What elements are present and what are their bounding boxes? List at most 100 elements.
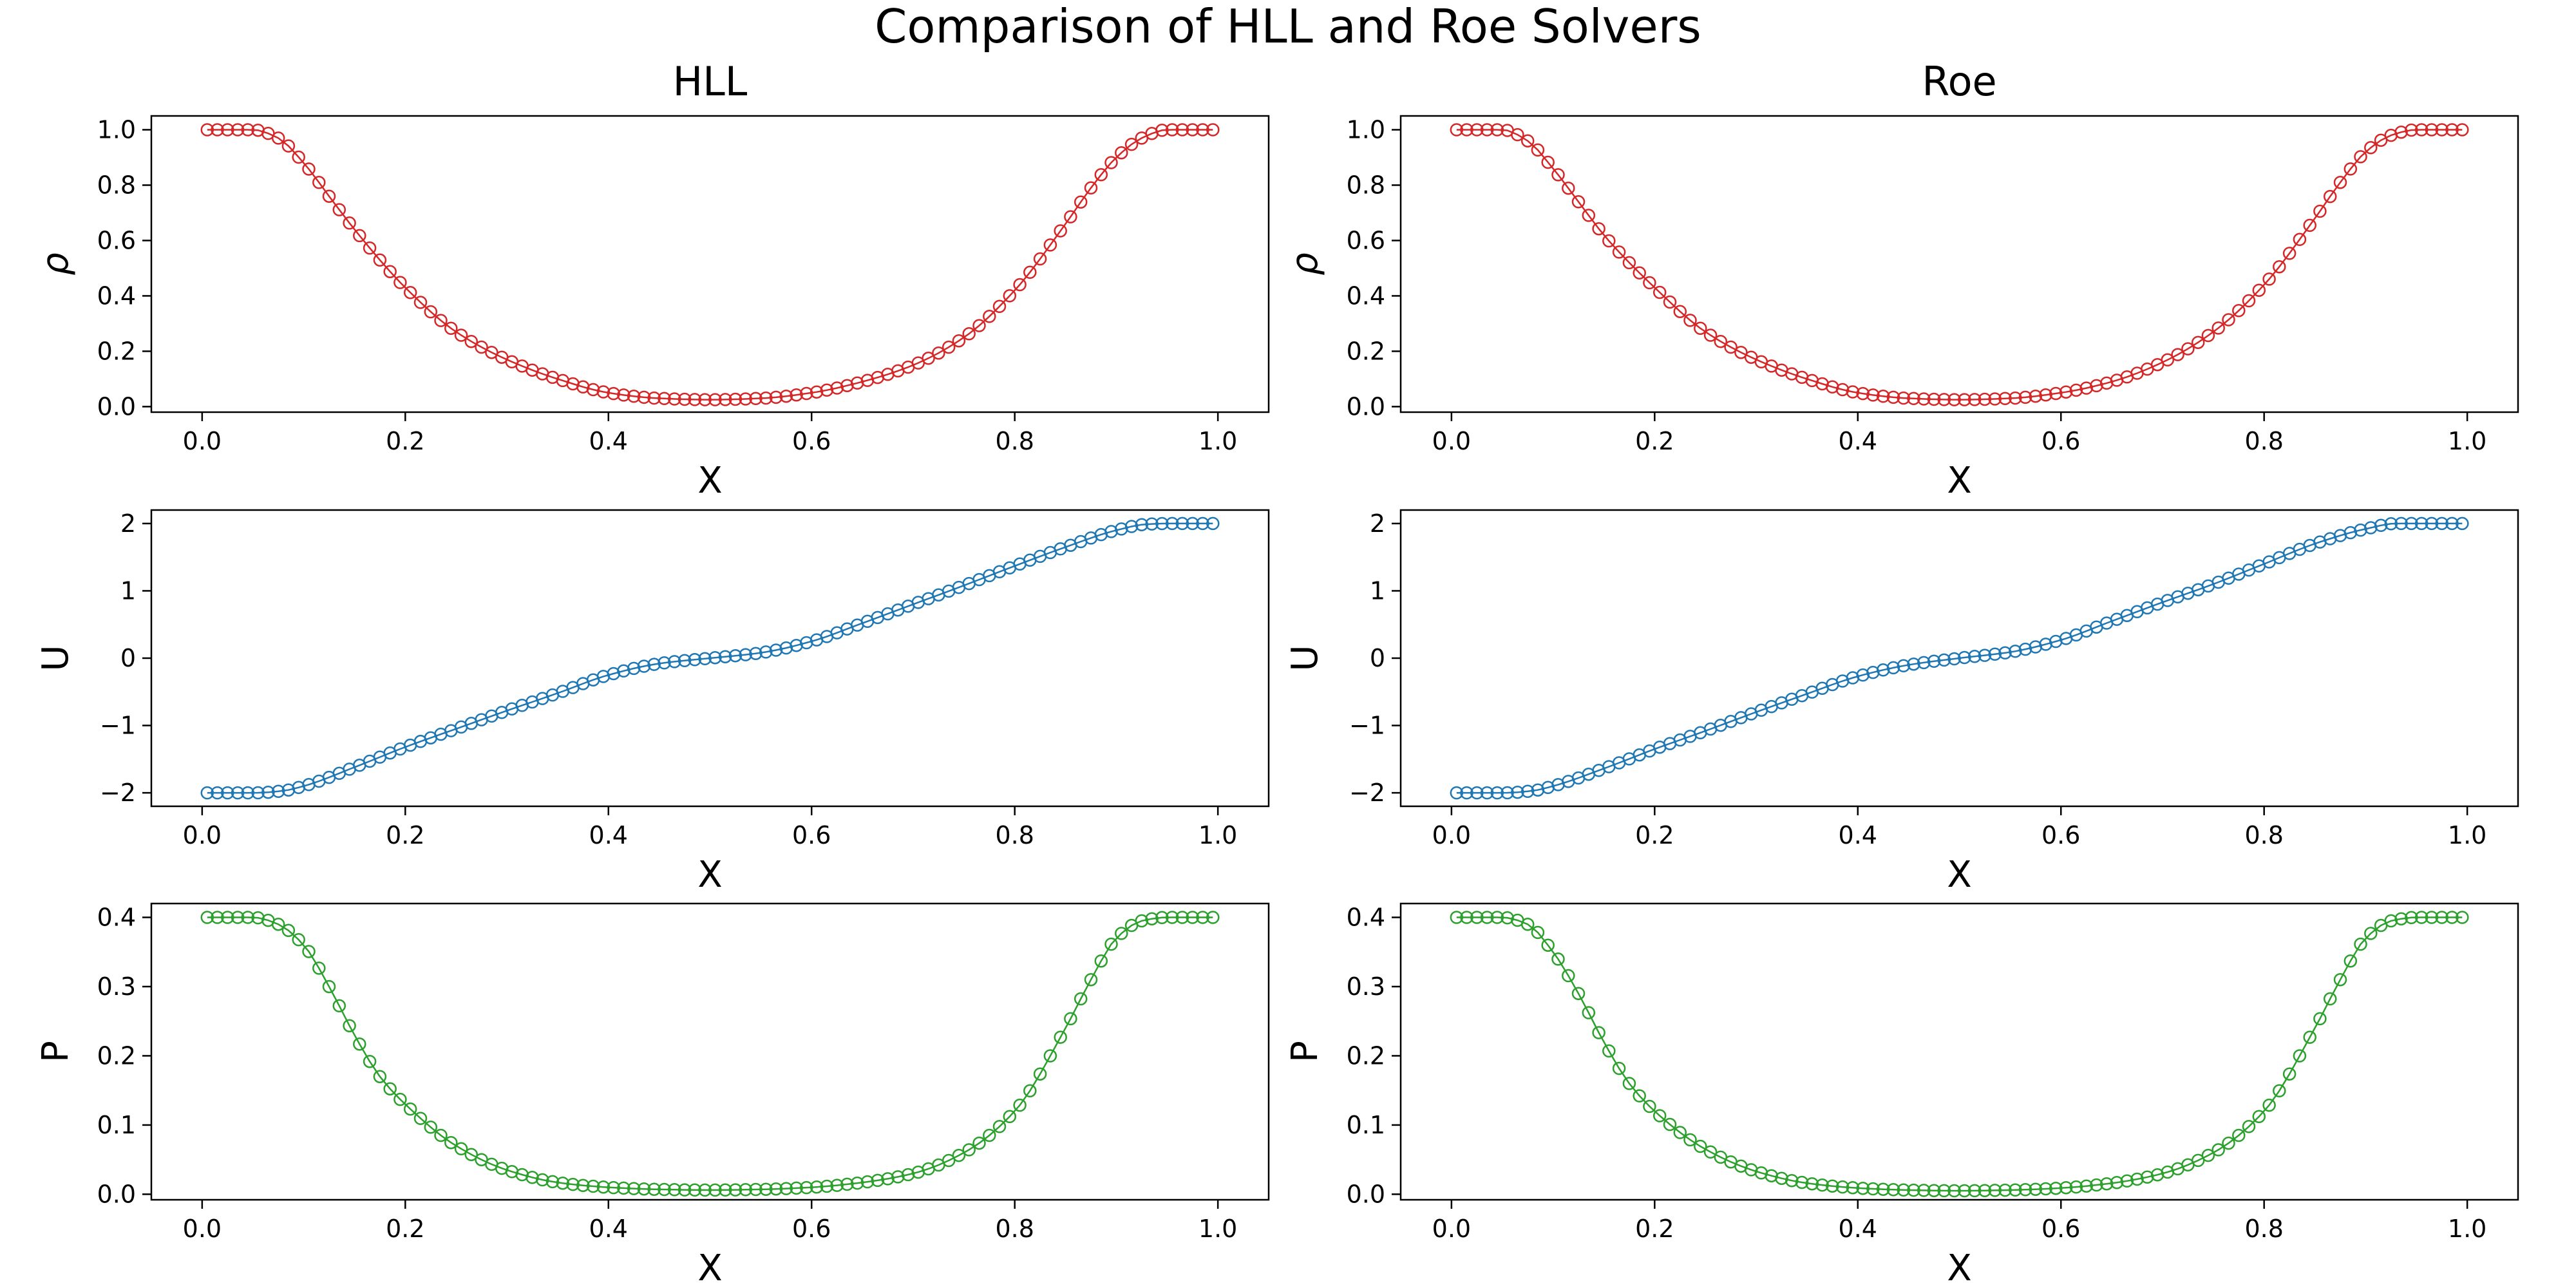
x-tick-label: 0.0 [1432,821,1471,849]
data-point [1958,650,1971,665]
data-point [2313,1012,2327,1026]
data-point [1470,786,1484,800]
data-point [1450,911,1464,924]
y-tick-label: 0.6 [1347,226,1385,254]
data-point [2364,521,2378,535]
data-point [1520,917,1535,931]
data-point [647,391,661,405]
data-point [281,139,296,153]
series-line [207,916,1213,1191]
data-point [434,314,448,327]
data-point [2456,516,2469,531]
data-point [231,786,245,800]
data-point [231,911,245,924]
data-point [1835,383,1850,397]
data-point [1145,517,1159,531]
data-point [2191,336,2205,349]
series-line [207,129,1213,401]
data-point [1653,285,1667,299]
data-point [2323,189,2337,204]
data-point [1917,1184,1931,1197]
data-point [1876,390,1890,403]
y-tick-label: 0.4 [1347,281,1385,310]
panel-hll-u: 0.0 0.2 0.4 0.6 0.8 1.0 −2 −1 0 1 2 X U [35,509,1270,896]
x-tick-label: 0.8 [995,1215,1034,1243]
data-point [1967,1184,1982,1198]
data-point [677,654,692,668]
data-point [393,276,407,289]
y-tick-label: 0.1 [1347,1111,1385,1139]
data-point [1003,289,1017,303]
data-point [1165,123,1179,137]
data-point [2049,1181,2063,1195]
data-point [2110,1175,2124,1189]
data-point [1531,143,1545,157]
data-point [677,392,692,406]
x-tick-label: 0.4 [1839,821,1877,849]
data-point [2394,516,2408,531]
data-point [1104,156,1118,169]
data-point [2009,1183,2022,1197]
data-point [708,1183,722,1197]
data-point [1155,516,1169,531]
y-tick-label: 0.2 [1347,1041,1385,1070]
data-point [1206,516,1220,531]
data-point [1490,123,1504,137]
y-tick-label: 2 [1370,509,1385,538]
data-point [1937,393,1951,406]
x-tick-label: 0.8 [2244,821,2283,849]
x-tick-label: 0.8 [995,427,1034,455]
data-point [718,393,732,406]
data-point [708,650,722,665]
y-tick-label: 0 [1370,644,1385,672]
y-tick-label: 0.4 [97,281,136,310]
data-point [1907,657,1920,671]
data-point [2120,1174,2134,1188]
data-point [627,390,641,403]
data-point [688,653,702,667]
x-tick-label: 0.4 [589,427,628,455]
x-tick-label: 1.0 [1198,821,1237,849]
x-axis-label: X [697,1247,722,1288]
data-point [545,1175,560,1189]
data-point [728,649,743,663]
data-point [2282,1067,2297,1081]
data-point [1927,1184,1941,1197]
data-point [1490,786,1504,800]
data-point [373,253,387,267]
data-point [1054,224,1067,238]
data-point [1897,1183,1911,1197]
y-tick-label: 2 [120,509,136,538]
data-point [1562,181,1575,195]
data-point [2262,1098,2276,1112]
x-tick-label: 0.2 [386,821,424,849]
x-tick-label: 0.0 [183,821,222,849]
data-point [607,386,620,401]
data-point [2009,391,2022,405]
data-point [1663,1117,1677,1132]
data-point [221,911,234,924]
data-point [1480,123,1494,137]
data-point [2344,162,2358,176]
data-point [1927,654,1941,668]
x-tick-label: 0.8 [2244,1215,2283,1243]
data-point [1612,1061,1626,1075]
axes-frame [150,115,1270,413]
y-tick-label: 0.4 [1347,903,1385,931]
data-point [1520,134,1535,147]
data-point [2435,123,2448,137]
data-point [2018,642,2032,656]
data-point [1622,1077,1636,1090]
data-point [292,933,305,947]
data-point [2313,204,2327,218]
data-point [830,1179,844,1192]
x-tick-label: 0.6 [2041,427,2080,455]
data-point [1520,784,1535,799]
data-point [800,386,813,401]
data-point [718,650,732,663]
data-point [424,305,438,319]
data-point [241,123,255,137]
data-point [922,352,935,365]
data-point [454,328,468,342]
data-point [810,385,824,399]
